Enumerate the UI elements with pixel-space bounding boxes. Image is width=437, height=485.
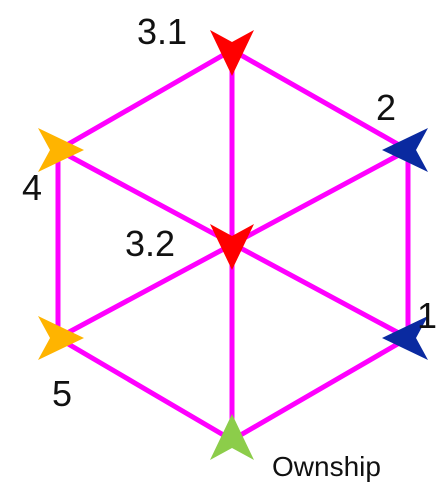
arrow-icon: [382, 128, 428, 172]
label-3.1: 3.1: [137, 11, 187, 52]
arrow-icon: [382, 316, 428, 360]
arrow-icon: [38, 316, 84, 360]
aircraft-3.2-marker: [210, 224, 254, 270]
arrow-icon: [38, 128, 84, 172]
label-ownship: Ownship: [272, 451, 381, 482]
ownship-marker: [210, 414, 254, 460]
aircraft-5-marker: [38, 316, 84, 360]
arrow-icon: [210, 224, 254, 270]
arrow-icon: [210, 414, 254, 460]
aircraft-1-marker: [382, 316, 428, 360]
aircraft-2-marker: [382, 128, 428, 172]
label-1: 1: [417, 295, 437, 336]
edge-3.1-2: [229, 47, 411, 153]
edge-4-3.1: [55, 47, 235, 153]
aircraft-4-marker: [38, 128, 84, 172]
label-3.2: 3.2: [125, 223, 175, 264]
labels: 3.1 2 4 3.2 1 5 Ownship: [22, 11, 437, 482]
arrow-icon: [210, 30, 254, 76]
markers: [38, 30, 428, 460]
aircraft-3.1-marker: [210, 30, 254, 76]
label-2: 2: [376, 87, 396, 128]
label-4: 4: [22, 167, 42, 208]
label-5: 5: [52, 373, 72, 414]
edge-1-ownship: [229, 335, 411, 443]
edge-ownship-5: [55, 335, 235, 443]
